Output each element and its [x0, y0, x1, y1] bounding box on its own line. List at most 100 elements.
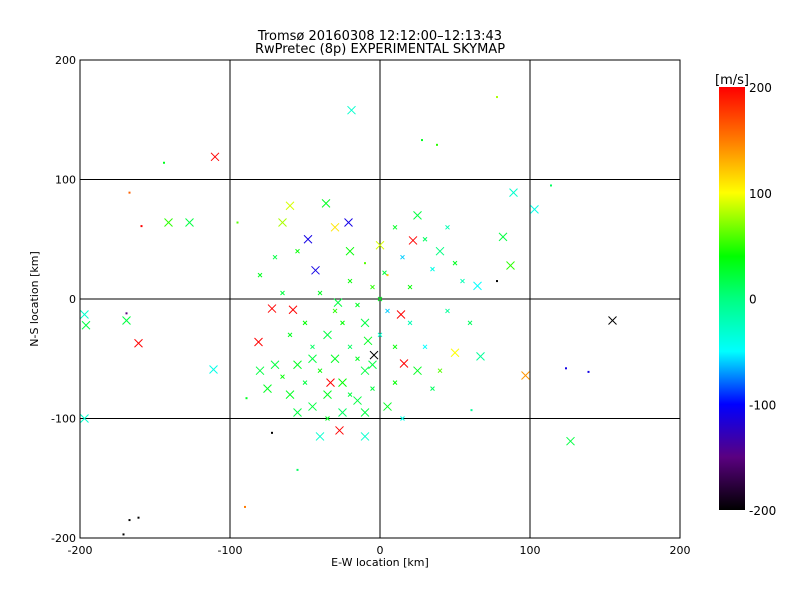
- point-x-marker: [445, 308, 450, 314]
- point-x-marker: [302, 380, 308, 386]
- data-point: [383, 402, 392, 411]
- point-x-marker: [303, 234, 313, 244]
- point-x-marker: [338, 408, 347, 417]
- data-point: [236, 221, 239, 224]
- x-tick-label: 0: [377, 544, 384, 557]
- point-x-marker: [413, 366, 422, 376]
- point-x-marker: [332, 308, 338, 314]
- data-point: [392, 224, 398, 230]
- data-point: [470, 409, 473, 412]
- data-point: [396, 310, 406, 319]
- data-point: [267, 304, 277, 313]
- x-tick-label: -200: [68, 544, 93, 557]
- data-point: [323, 390, 332, 399]
- point-x-marker: [315, 432, 325, 441]
- point-x-marker: [288, 305, 298, 315]
- point-x-marker: [608, 316, 617, 325]
- data-point: [430, 266, 435, 272]
- point-dot-marker: [236, 221, 239, 224]
- data-point: [185, 218, 194, 227]
- point-x-marker: [134, 338, 143, 348]
- point-x-marker: [257, 272, 263, 278]
- point-x-marker: [255, 366, 265, 376]
- point-x-marker: [272, 254, 278, 260]
- point-x-marker: [430, 386, 435, 391]
- data-point: [122, 316, 131, 325]
- point-x-marker: [323, 330, 332, 340]
- point-dot-marker: [386, 274, 389, 277]
- point-x-marker: [353, 396, 362, 405]
- data-point: [369, 350, 379, 360]
- data-point: [430, 386, 435, 391]
- point-x-marker: [285, 201, 295, 211]
- y-tick-label: 100: [55, 174, 76, 187]
- data-point: [315, 432, 325, 441]
- data-point: [498, 232, 508, 242]
- x-tick-label: 100: [520, 544, 541, 557]
- data-point: [399, 359, 409, 368]
- point-x-marker: [122, 316, 131, 325]
- point-dot-marker: [271, 431, 273, 434]
- data-point: [302, 320, 308, 326]
- point-x-marker: [399, 359, 409, 368]
- data-point: [476, 352, 485, 361]
- colorbar-tick-label: 100: [749, 187, 772, 201]
- point-x-marker: [476, 352, 485, 361]
- data-point: [413, 366, 422, 376]
- data-point: [210, 152, 220, 162]
- point-x-marker: [396, 310, 406, 319]
- data-point: [122, 533, 125, 536]
- data-point: [285, 390, 295, 399]
- point-x-marker: [311, 265, 320, 275]
- data-point: [521, 371, 530, 380]
- data-point: [363, 336, 373, 346]
- point-x-marker: [430, 266, 435, 272]
- point-x-marker: [323, 390, 332, 399]
- data-point: [400, 254, 405, 260]
- data-point: [302, 380, 308, 386]
- point-x-marker: [310, 344, 315, 350]
- point-x-marker: [344, 218, 353, 227]
- point-dot-marker: [587, 370, 590, 373]
- data-point: [308, 402, 317, 411]
- point-dot-marker: [244, 505, 246, 508]
- data-point: [80, 414, 89, 423]
- data-point: [530, 205, 539, 214]
- point-dot-marker: [125, 312, 128, 315]
- data-point: [375, 240, 385, 250]
- point-x-marker: [280, 374, 285, 380]
- point-dot-marker: [421, 139, 423, 142]
- data-point: [137, 516, 140, 519]
- point-x-marker: [326, 378, 335, 388]
- point-x-marker: [383, 402, 392, 411]
- point-x-marker: [498, 232, 508, 242]
- data-point: [407, 284, 413, 290]
- data-point: [400, 416, 405, 421]
- point-x-marker: [347, 278, 353, 284]
- data-point: [377, 332, 383, 338]
- data-point: [347, 105, 356, 115]
- data-point: [344, 218, 353, 227]
- point-dot-marker: [122, 533, 125, 536]
- data-point: [335, 426, 344, 435]
- data-point: [360, 366, 370, 376]
- data-point: [347, 344, 353, 350]
- data-point: [128, 191, 131, 194]
- data-point: [355, 356, 360, 362]
- data-point: [257, 272, 263, 278]
- point-x-marker: [566, 436, 575, 446]
- data-point: [278, 218, 287, 227]
- data-point: [244, 505, 246, 508]
- chart-title: Tromsø 20160308 12:12:00–12:13:43: [257, 29, 502, 44]
- point-x-marker: [360, 432, 370, 441]
- point-dot-marker: [496, 96, 498, 99]
- data-point: [473, 281, 482, 291]
- data-point: [285, 201, 295, 211]
- data-point: [506, 261, 515, 270]
- point-x-marker: [385, 308, 390, 314]
- point-x-marker: [370, 284, 375, 290]
- data-point: [445, 308, 450, 314]
- data-point: [340, 320, 345, 326]
- point-x-marker: [375, 240, 385, 250]
